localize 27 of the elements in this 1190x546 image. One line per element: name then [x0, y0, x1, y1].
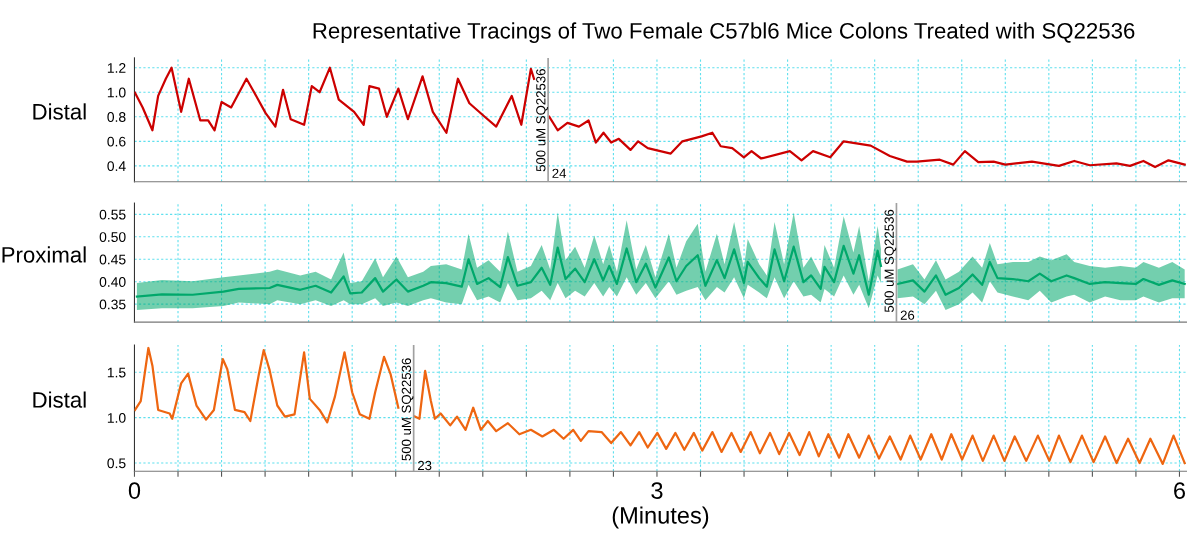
y-tick-label: 0.50 [99, 232, 126, 242]
y-tick-label: 1.5 [107, 367, 126, 378]
y-tick-label: 0.55 [99, 209, 126, 220]
x-tick-label: 6 [1174, 482, 1185, 499]
y-tick-label: 1.0 [107, 87, 126, 98]
y-tick-label: 1.0 [107, 413, 126, 423]
x-tick-label: 0 [128, 482, 141, 499]
y-tick-label: 0.4 [107, 161, 126, 172]
y-axis-title: Proximal [2, 246, 86, 263]
y-tick-label: 0.40 [99, 277, 126, 287]
y-tick-label: 0.6 [107, 136, 126, 147]
annotation: 26 [900, 310, 915, 320]
x-tick-label: 3 [651, 482, 663, 499]
y-tick-label: 1.2 [107, 63, 126, 73]
ref-line-label: 500 uM SQ22536 [401, 358, 414, 461]
x-axis-title: (Minutes) [612, 506, 709, 529]
chart-title: Representative Tracings of Two Female C57bl6 Mice Colons Treated with SQ22536 [313, 22, 1135, 44]
annotation: 24 [552, 168, 567, 178]
annotation: 23 [417, 460, 432, 471]
y-tick-label: 0.5 [107, 458, 126, 469]
y-tick-label: 0.8 [107, 112, 126, 122]
ref-line-label: 500 uM SQ22536 [536, 69, 548, 172]
y-tick-label: 0.45 [99, 254, 126, 265]
y-axis-title: Distal [33, 391, 86, 408]
y-tick-label: 0.35 [99, 299, 126, 310]
ref-line-label: 500 uM SQ22536 [884, 209, 897, 313]
y-axis-title: Distal [33, 103, 86, 120]
